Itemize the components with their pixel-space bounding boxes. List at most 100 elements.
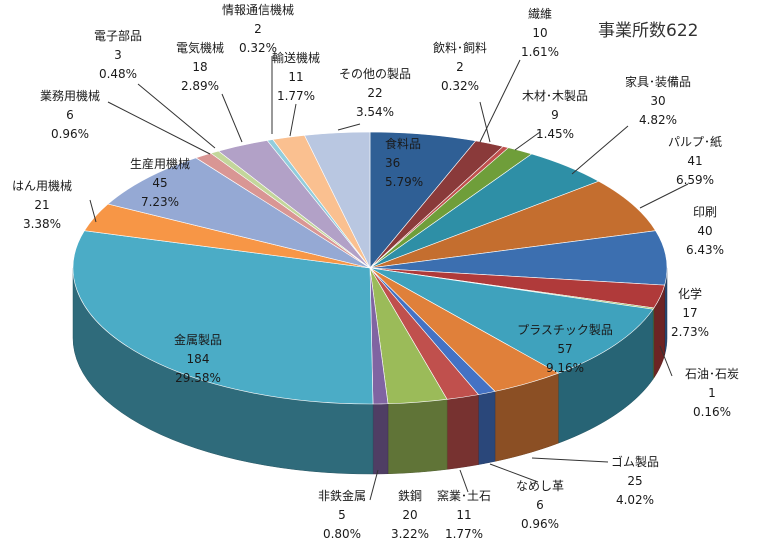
data-label-8: 石油･石炭 1 0.16% (685, 367, 739, 419)
label-percent: 4.02% (616, 493, 654, 507)
label-percent: 0.16% (693, 405, 731, 419)
data-label-10: ゴム製品 25 4.02% (611, 454, 659, 507)
label-name: プラスチック製品 (517, 323, 613, 337)
label-value: 18 (192, 60, 207, 74)
data-label-3: 木材･木製品 9 1.45% (522, 89, 588, 141)
label-value: 11 (288, 70, 303, 84)
leader-line-3 (514, 131, 541, 151)
pie-slice-17 (107, 157, 371, 269)
label-name: 情報通信機械 (222, 2, 294, 17)
label-percent: 0.96% (521, 517, 559, 531)
pie-slice-15 (72, 230, 374, 405)
data-label-9: プラスチック製品 57 9.16% (517, 323, 613, 375)
pie-side-11 (478, 391, 496, 465)
leader-line-23 (337, 123, 361, 131)
data-label-2: 飲料･飼料 2 0.32% (433, 40, 487, 93)
leader-line-8 (659, 345, 673, 377)
label-percent: 2.73% (671, 325, 709, 339)
label-percent: 0.32% (441, 79, 479, 93)
label-value: 30 (650, 94, 665, 108)
label-name: はん用機械 (12, 178, 72, 193)
data-label-1: 繊維 10 1.61% (521, 7, 559, 59)
leader-line-19 (137, 83, 216, 149)
data-label-0: 食料品 36 5.79% (385, 136, 423, 189)
leader-line-12 (459, 469, 469, 493)
label-value: 20 (402, 508, 417, 522)
label-value: 57 (557, 342, 572, 356)
label-value: 11 (456, 508, 471, 522)
label-percent: 0.48% (99, 67, 137, 81)
label-percent: 3.22% (391, 527, 429, 541)
label-percent: 6.59% (676, 173, 714, 187)
data-label-20: 電気機械 18 2.89% (176, 40, 224, 93)
label-value: 9 (551, 108, 559, 122)
label-name: 業務用機械 (40, 88, 100, 103)
pie-side-12 (446, 394, 479, 470)
data-label-12: 窯業･土石 11 1.77% (437, 488, 491, 541)
label-name: 鉄鋼 (398, 488, 422, 503)
label-percent: 1.77% (277, 89, 315, 103)
label-value: 5 (338, 508, 346, 522)
data-label-15: 金属製品 184 29.58% (174, 332, 222, 385)
label-value: 6 (66, 108, 74, 122)
label-value: 2 (254, 22, 262, 36)
leader-line-2 (479, 101, 491, 143)
label-name: 窯業･土石 (437, 488, 491, 503)
data-label-6: 印刷 40 6.43% (686, 205, 724, 257)
leader-line-14 (369, 469, 379, 501)
label-name: 生産用機械 (130, 156, 190, 171)
data-label-4: 家具･装備品 30 4.82% (625, 74, 691, 127)
pie-side-13 (387, 399, 448, 475)
leader-line-5 (639, 183, 689, 209)
label-percent: 3.38% (23, 217, 61, 231)
label-value: 10 (532, 26, 547, 40)
label-value: 184 (187, 352, 210, 366)
data-label-22: 輸送機械 11 1.77% (272, 50, 320, 103)
label-name: 化学 (678, 286, 702, 301)
label-percent: 1.45% (536, 127, 574, 141)
label-value: 6 (536, 498, 544, 512)
data-label-23: その他の製品 22 3.54% (339, 67, 411, 119)
label-percent: 0.32% (239, 41, 277, 55)
label-name: 非鉄金属 (318, 488, 366, 503)
leader-line-11 (489, 463, 539, 483)
data-label-13: 鉄鋼 20 3.22% (391, 488, 429, 541)
label-percent: 9.16% (546, 361, 584, 375)
data-label-5: パルプ･紙 41 6.59% (668, 134, 722, 187)
label-value: 41 (687, 154, 702, 168)
label-name: パルプ･紙 (668, 134, 722, 149)
label-name: 木材･木製品 (522, 89, 588, 103)
label-percent: 1.77% (445, 527, 483, 541)
label-value: 2 (456, 60, 464, 74)
pie-side-14 (372, 403, 389, 475)
leader-line-20 (221, 93, 243, 143)
label-name: 繊維 (528, 7, 552, 21)
leader-line-4 (571, 125, 629, 175)
pie-slice-23 (304, 131, 371, 269)
leader-lines (89, 56, 689, 501)
label-name: 印刷 (693, 205, 717, 219)
data-label-19: 電子部品 3 0.48% (94, 28, 142, 81)
data-label-7: 化学 17 2.73% (671, 286, 709, 339)
data-label-14: 非鉄金属 5 0.80% (318, 488, 366, 541)
leader-line-1 (479, 59, 521, 143)
label-name: 電気機械 (176, 40, 224, 55)
label-name: ゴム製品 (611, 454, 659, 469)
label-percent: 1.61% (521, 45, 559, 59)
label-value: 25 (627, 474, 642, 488)
label-value: 1 (708, 386, 716, 400)
pie-side-layer (72, 267, 668, 475)
label-value: 3 (114, 48, 122, 62)
label-name: その他の製品 (339, 67, 411, 81)
label-percent: 6.43% (686, 243, 724, 257)
label-percent: 7.23% (141, 195, 179, 209)
label-value: 45 (152, 176, 167, 190)
leader-line-18 (107, 101, 211, 155)
label-percent: 0.80% (323, 527, 361, 541)
data-label-11: なめし革 6 0.96% (516, 479, 564, 531)
leader-line-10 (531, 457, 609, 463)
data-label-16: はん用機械 21 3.38% (12, 178, 72, 231)
data-label-21: 情報通信機械 2 0.32% (222, 2, 294, 55)
data-labels: 食料品 36 5.79%繊維 10 1.61%飲料･飼料 2 0.32%木材･木製品 9 1.4… (12, 2, 739, 541)
